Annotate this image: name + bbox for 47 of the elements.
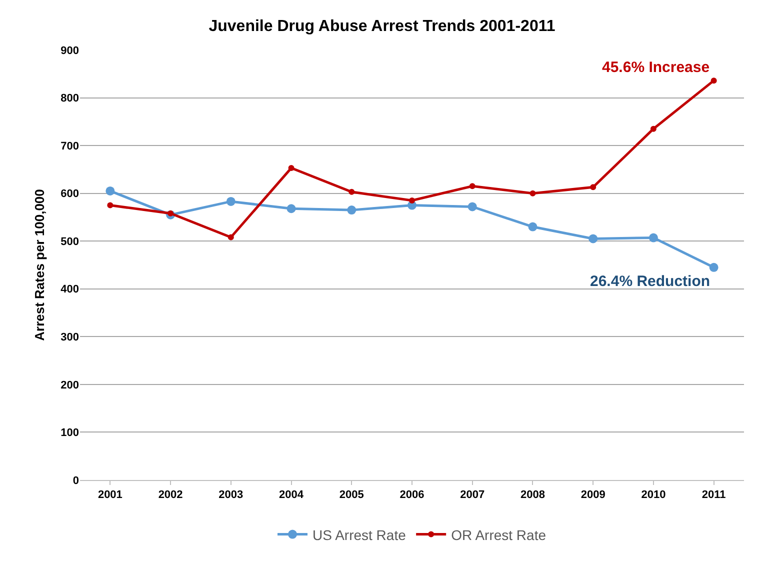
point <box>528 222 538 232</box>
point <box>106 186 115 196</box>
x-tick-label: 2009 <box>580 489 606 502</box>
point <box>228 234 234 240</box>
x-tick-label: 2007 <box>460 489 485 502</box>
point <box>650 126 656 132</box>
annotation: 45.6% Increase <box>602 59 710 76</box>
point <box>648 233 658 242</box>
point <box>168 210 174 216</box>
x-tick-label: 2008 <box>520 489 545 502</box>
point <box>347 206 356 215</box>
x-tick-label: 2011 <box>702 489 726 502</box>
y-tick-label: 800 <box>60 92 79 105</box>
point <box>409 198 415 204</box>
y-tick-label: 300 <box>60 332 79 344</box>
point <box>588 234 598 244</box>
y-tick-label: 700 <box>60 140 79 152</box>
x-tick-label: 2006 <box>400 489 424 502</box>
x-tick-label: 2003 <box>218 489 244 502</box>
point <box>288 165 294 172</box>
y-tick-label: 500 <box>60 236 79 248</box>
y-tick-label: 400 <box>60 284 79 296</box>
x-tick-label: 2002 <box>158 489 183 502</box>
point <box>286 204 296 214</box>
y-tick-label: 900 <box>60 44 79 57</box>
y-tick-label: 100 <box>60 427 79 440</box>
y-axis-title: Arrest Rates per 100,000 <box>32 189 47 341</box>
point <box>590 184 596 190</box>
point <box>468 202 477 212</box>
x-tick-label: 2001 <box>98 489 122 502</box>
y-tick-label: 200 <box>60 379 79 392</box>
y-tick-label: 0 <box>72 474 79 487</box>
chart-title: Juvenile Drug Abuse Arrest Trends 2001-2011 <box>208 18 556 35</box>
point <box>530 190 536 196</box>
x-tick-label: 2010 <box>641 489 666 502</box>
point <box>226 196 236 206</box>
legend-label: OR Arrest Rate <box>451 526 546 543</box>
point <box>710 78 717 84</box>
x-tick-label: 2005 <box>339 489 364 502</box>
legend-label: US Arrest Rate <box>312 526 406 543</box>
point <box>348 188 355 195</box>
y-tick-label: 600 <box>60 188 79 200</box>
point <box>709 262 718 272</box>
point <box>107 202 114 208</box>
x-tick-label: 2004 <box>279 489 304 502</box>
annotation: 26.4% Reduction <box>590 273 710 290</box>
point <box>469 183 476 190</box>
